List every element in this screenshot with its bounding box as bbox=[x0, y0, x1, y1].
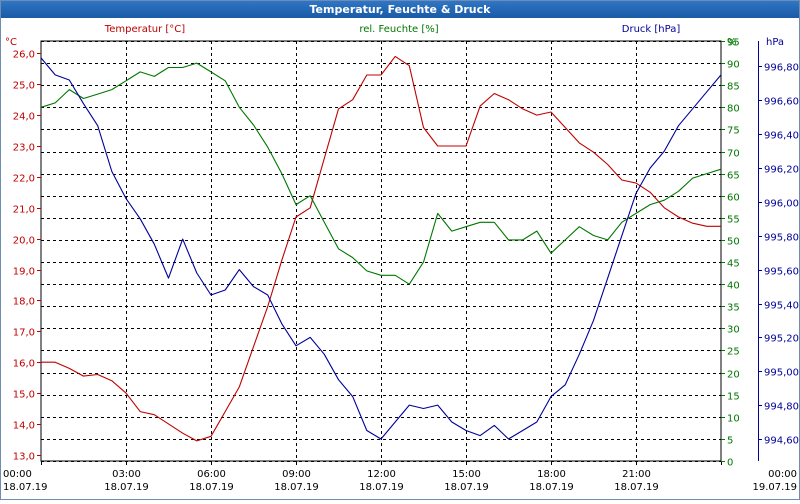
humidity-series-line bbox=[40, 62, 722, 285]
temperature-tick-label: 26,0 bbox=[13, 50, 35, 61]
humidity-tick-label: 90 bbox=[727, 60, 740, 71]
humidity-tick-label: 30 bbox=[727, 325, 740, 336]
humidity-tick-label: 15 bbox=[727, 392, 740, 403]
pressure-tick-label: 994,60 bbox=[764, 436, 799, 447]
axes bbox=[37, 41, 762, 465]
x-tick-date: 19.07.19 bbox=[752, 482, 797, 493]
humidity-tick-label: 0 bbox=[727, 458, 733, 469]
pressure-tick-label: 995,60 bbox=[764, 267, 799, 278]
x-tick-time: 09:00 bbox=[282, 469, 311, 480]
pressure-tick-label: 996,00 bbox=[764, 199, 799, 210]
x-tick-time: 21:00 bbox=[622, 469, 651, 480]
x-tick-time: 00:00 bbox=[3, 469, 32, 480]
grid bbox=[40, 40, 722, 462]
window-title: Temperatur, Feuchte & Druck bbox=[1, 1, 799, 18]
humidity-tick-label: 50 bbox=[727, 237, 740, 248]
x-tick-time: 03:00 bbox=[112, 469, 141, 480]
pressure-tick-label: 995,40 bbox=[764, 301, 799, 312]
pressure-tick-label: 996,80 bbox=[764, 63, 799, 74]
temperature-tick-label: 14,0 bbox=[13, 421, 35, 432]
humidity-tick-label: 10 bbox=[727, 414, 740, 425]
humidity-tick-label: 60 bbox=[727, 193, 740, 204]
humidity-tick-label: 45 bbox=[727, 259, 740, 270]
humidity-tick-label: 25 bbox=[727, 347, 740, 358]
temperature-tick-label: 16,0 bbox=[13, 359, 35, 370]
x-tick-time: 06:00 bbox=[197, 469, 226, 480]
temperature-tick-label: 17,0 bbox=[13, 328, 35, 339]
temperature-tick-label: 20,0 bbox=[13, 236, 35, 247]
temperature-axis-title: Temperatur [°C] bbox=[104, 24, 185, 35]
humidity-tick-label: 5 bbox=[727, 436, 733, 447]
temperature-tick-label: 19,0 bbox=[13, 267, 35, 278]
humidity-unit: % bbox=[727, 37, 737, 48]
x-tick-date: 18.07.19 bbox=[444, 482, 489, 493]
x-tick-time: 15:00 bbox=[452, 469, 481, 480]
x-tick-time: 12:00 bbox=[367, 469, 396, 480]
humidity-tick-label: 40 bbox=[727, 281, 740, 292]
x-tick-date: 18.07.19 bbox=[614, 482, 659, 493]
temperature-tick-label: 13,0 bbox=[13, 452, 35, 463]
temperature-tick-label: 18,0 bbox=[13, 297, 35, 308]
pressure-tick-label: 996,60 bbox=[764, 97, 799, 108]
pressure-tick-label: 995,80 bbox=[764, 233, 799, 244]
temperature-unit: °C bbox=[5, 37, 17, 48]
temperature-tick-label: 22,0 bbox=[13, 174, 35, 185]
pressure-unit: hPa bbox=[766, 37, 784, 48]
temperature-tick-label: 21,0 bbox=[13, 205, 35, 216]
humidity-tick-label: 70 bbox=[727, 149, 740, 160]
pressure-tick-label: 996,40 bbox=[764, 131, 799, 142]
pressure-tick-label: 996,20 bbox=[764, 165, 799, 176]
pressure-tick-label: 995,00 bbox=[764, 368, 799, 379]
x-tick-date: 18.07.19 bbox=[3, 482, 48, 493]
humidity-tick-label: 20 bbox=[727, 370, 740, 381]
humidity-tick-label: 55 bbox=[727, 215, 740, 226]
humidity-tick-label: 85 bbox=[727, 82, 740, 93]
humidity-tick-label: 80 bbox=[727, 104, 740, 115]
x-tick-date: 18.07.19 bbox=[189, 482, 234, 493]
pressure-tick-label: 994,80 bbox=[764, 402, 799, 413]
pressure-axis-title: Druck [hPa] bbox=[622, 24, 681, 35]
x-tick-date: 18.07.19 bbox=[359, 482, 404, 493]
temperature-tick-label: 25,0 bbox=[13, 81, 35, 92]
x-tick-date: 18.07.19 bbox=[274, 482, 319, 493]
humidity-tick-label: 95 bbox=[727, 38, 740, 49]
temperature-tick-label: 24,0 bbox=[13, 112, 35, 123]
x-tick-time: 18:00 bbox=[537, 469, 566, 480]
temperature-tick-label: 15,0 bbox=[13, 390, 35, 401]
pressure-series-line bbox=[40, 57, 722, 440]
axis-labels: 00:00 18.07.19 03:00 18.07.19 06:00 18.07.19 0… bbox=[3, 24, 799, 493]
x-tick-date: 18.07.19 bbox=[529, 482, 574, 493]
humidity-axis-title: rel. Feuchte [%] bbox=[359, 24, 438, 35]
series bbox=[40, 55, 722, 442]
x-tick-time: 00:00 bbox=[768, 469, 797, 480]
temperature-tick-label: 23,0 bbox=[13, 143, 35, 154]
humidity-tick-label: 75 bbox=[727, 126, 740, 137]
pressure-tick-label: 995,20 bbox=[764, 334, 799, 345]
temperature-series-line bbox=[41, 55, 721, 442]
chart-canvas: 00:00 18.07.19 03:00 18.07.19 06:00 18.07.19 0… bbox=[3, 24, 799, 493]
humidity-tick-label: 35 bbox=[727, 303, 740, 314]
humidity-tick-label: 65 bbox=[727, 171, 740, 182]
x-tick-date: 18.07.19 bbox=[104, 482, 149, 493]
